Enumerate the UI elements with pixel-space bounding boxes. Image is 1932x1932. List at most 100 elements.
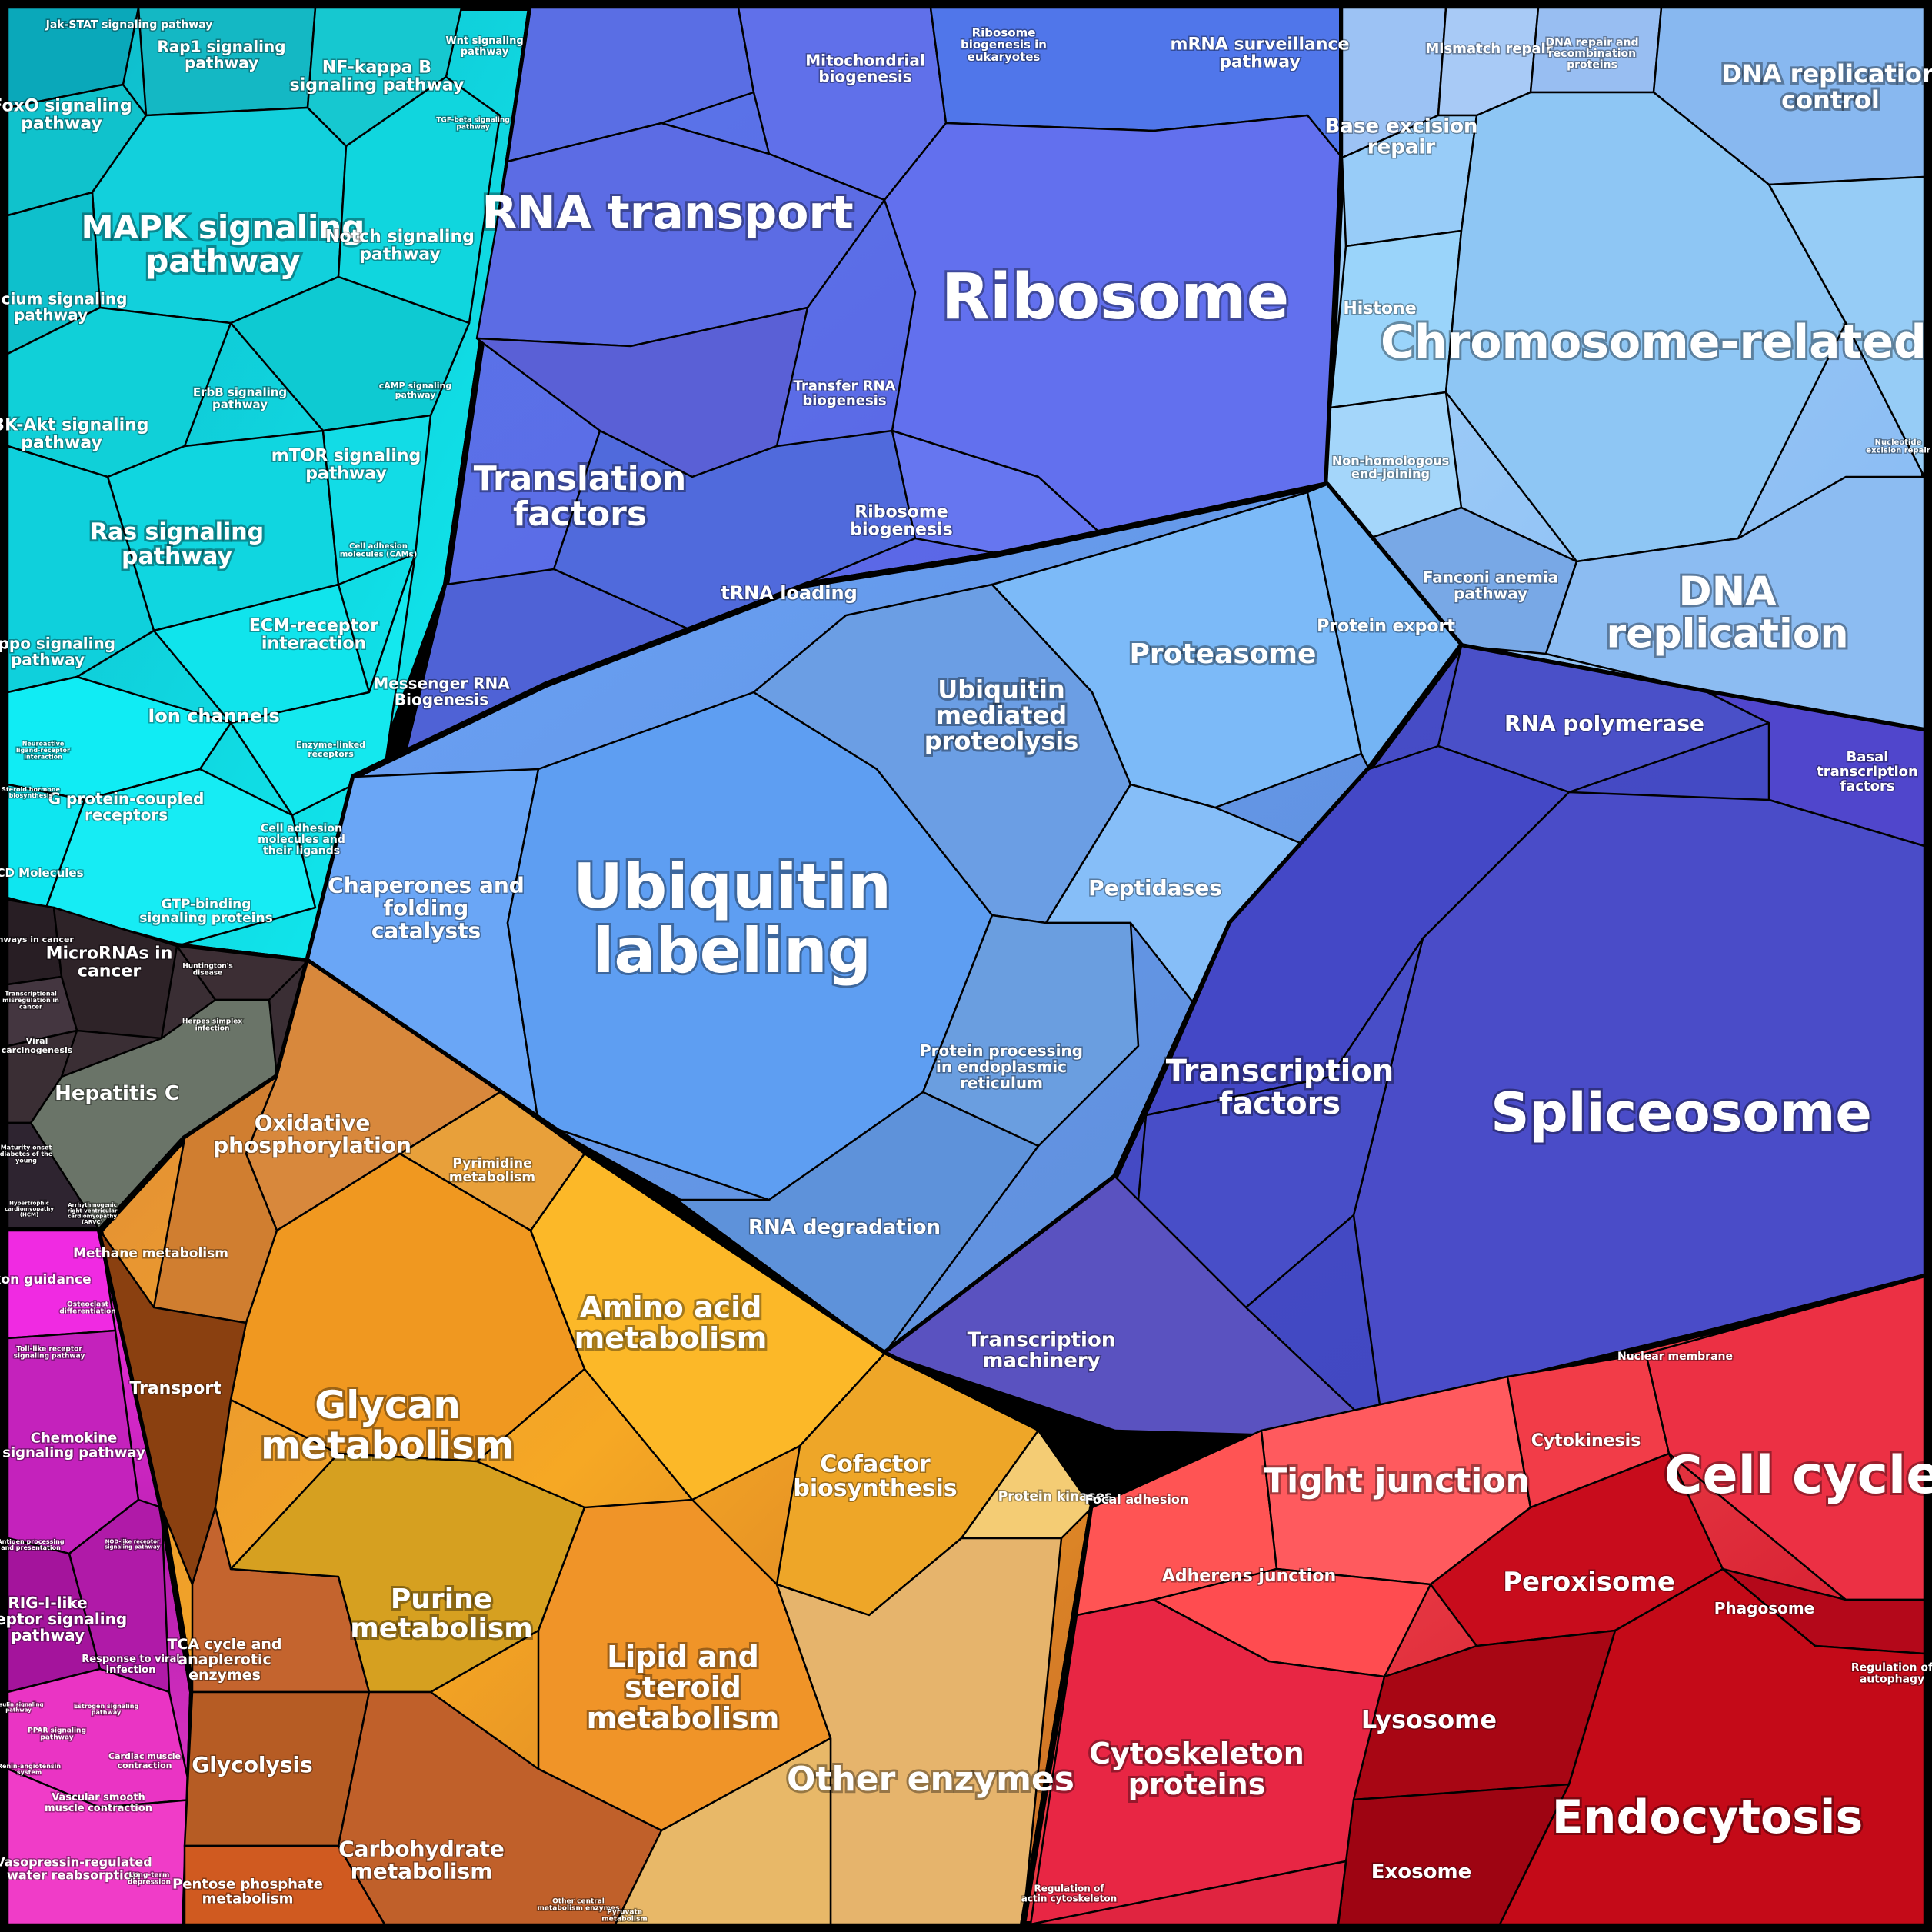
label-reg-autophagy: Regulation of autophagy xyxy=(1851,1662,1932,1686)
label-notch: Notch signaling pathway xyxy=(325,227,475,264)
label-exosome: Exosome xyxy=(1371,1860,1471,1884)
label-carb: Carbohydrate metabolism xyxy=(338,1836,505,1884)
label-cytoskeleton: Cytoskeleton proteins xyxy=(1089,1737,1304,1801)
label-ribosome: Ribosome xyxy=(941,261,1289,334)
label-nod: NOD-like receptor signaling pathway xyxy=(105,1538,161,1550)
region-metabolism xyxy=(97,958,1095,1927)
label-other-central: Other central metabolism enzymes xyxy=(538,1897,620,1912)
label-ras: Ras signaling pathway xyxy=(90,518,264,570)
label-glycan: Glycan metabolism xyxy=(261,1382,515,1467)
label-transport: Transport xyxy=(129,1379,222,1398)
label-camp: cAMP signaling pathway xyxy=(379,381,452,400)
label-enzyme-receptors: Enzyme-linked receptors xyxy=(296,740,365,759)
label-endocytosis: Endocytosis xyxy=(1552,1790,1863,1844)
region-cellular xyxy=(1020,1274,1927,1927)
label-ribo-bio: Ribosome biogenesis xyxy=(850,502,952,539)
label-fanconi: Fanconi anemia pathway xyxy=(1423,568,1558,602)
label-trans-factors: Translation factors xyxy=(474,459,687,534)
label-cell-cycle: Cell cycle xyxy=(1664,1445,1932,1506)
label-focal: Focal adhesion xyxy=(1085,1492,1189,1507)
label-glycolysis: Glycolysis xyxy=(192,1752,312,1777)
label-oxphos: Oxidative phosphorylation xyxy=(213,1110,411,1158)
labels: Jak-STAT signaling pathway Rap1 signalin… xyxy=(0,18,1932,1924)
label-vascular: Vascular smooth muscle contraction xyxy=(45,1792,152,1814)
label-ubi-labeling: Ubiquitin labeling xyxy=(573,851,891,987)
label-pyruvate: Pyruvate metabolism xyxy=(601,1908,647,1923)
label-osteoclast: Osteoclast differentiation xyxy=(59,1301,115,1315)
label-purine: Purine metabolism xyxy=(350,1584,533,1644)
label-lysosome: Lysosome xyxy=(1361,1705,1497,1734)
label-neuroactive: Neuroactive ligand-receptor interaction xyxy=(16,740,70,760)
label-gpcr: G protein-coupled receptors xyxy=(48,789,205,824)
label-histone: Histone xyxy=(1343,299,1416,318)
label-chromosome: Chromosome-related xyxy=(1381,315,1927,369)
label-mismatch: Mismatch repair xyxy=(1425,41,1552,57)
label-tca: TCA cycle and anaplerotic enzymes xyxy=(167,1636,281,1684)
label-vasopressin: Vasopressin-regulated water reabsorption xyxy=(0,1854,152,1882)
label-ner: Nucleotide excision repair xyxy=(1866,438,1930,455)
label-mapk: MAPK signaling pathway xyxy=(82,208,365,279)
label-trna-bio: Transfer RNA biogenesis xyxy=(794,378,896,409)
label-wnt: Wnt signaling pathway xyxy=(445,35,523,58)
label-cell-adhesion: Cell adhesion molecules and their ligands xyxy=(258,822,345,857)
label-mrna-bio: Messenger RNA Biogenesis xyxy=(373,674,510,708)
label-ubi-proteolysis: Ubiquitin mediated proteolysis xyxy=(924,675,1079,755)
label-huntington: Huntington's disease xyxy=(182,962,233,977)
label-cytokinesis: Cytokinesis xyxy=(1531,1431,1641,1451)
label-ppar: PPAR signaling pathway xyxy=(28,1727,86,1741)
label-rap1: Rap1 signaling pathway xyxy=(157,37,285,72)
label-lipid: Lipid and steroid metabolism xyxy=(587,1640,780,1735)
label-foxo: FoxO signaling pathway xyxy=(0,96,132,133)
label-dna-rep: DNA replication xyxy=(1606,569,1848,658)
label-erbb: ErbB signaling pathway xyxy=(193,385,287,411)
label-protein-export: Protein export xyxy=(1317,617,1455,636)
label-adherens: Adherens junction xyxy=(1162,1567,1336,1586)
label-ltd: Long-term depression xyxy=(128,1871,171,1886)
label-estrogen: Estrogen signaling pathway xyxy=(74,1702,139,1715)
region-translation xyxy=(397,5,1345,780)
label-peroxisome: Peroxisome xyxy=(1503,1567,1675,1597)
label-steroid-hormone: Steroid hormone biosynthesis xyxy=(2,785,60,798)
label-mtor: mTOR signaling pathway xyxy=(271,446,421,483)
label-ribo-euk: Ribosome biogenesis in eukaryotes xyxy=(961,25,1047,64)
label-cams: Cell adhesion molecules (CAMs) xyxy=(340,542,417,559)
label-micrornas: MicroRNAs in cancer xyxy=(46,944,173,981)
label-mody: Maturity onset diabetes of the young xyxy=(0,1144,53,1164)
label-rna-pol: RNA polymerase xyxy=(1504,711,1704,736)
label-proteasome: Proteasome xyxy=(1130,638,1317,670)
label-pyrimidine: Pyrimidine metabolism xyxy=(449,1156,535,1185)
label-antigen: Antigen processing and presentation xyxy=(0,1537,65,1551)
label-phagosome: Phagosome xyxy=(1714,1599,1815,1617)
label-protein-kinases: Protein kinases xyxy=(998,1489,1113,1504)
label-chemokine: Chemokine signaling pathway xyxy=(2,1431,145,1461)
label-reg-actin: Regulation of actin cytoskeleton xyxy=(1021,1883,1117,1904)
label-er-processing: Protein processing in endoplasmic reticulu… xyxy=(920,1041,1083,1092)
region-development xyxy=(5,1227,195,1927)
label-ber: Base excision repair xyxy=(1324,115,1477,158)
label-rna-transport: RNA transport xyxy=(481,186,853,240)
label-nhej: Non-homologous end-joining xyxy=(1332,453,1449,481)
region-transcription xyxy=(881,643,1927,1441)
label-viral-carc: Viral carcinogenesis xyxy=(2,1036,73,1055)
label-axon: Axon guidance xyxy=(0,1272,92,1287)
label-spliceosome: Spliceosome xyxy=(1491,1081,1872,1144)
label-cofactor: Cofactor biosynthesis xyxy=(793,1451,957,1502)
label-renin: Renin-angiotensin system xyxy=(0,1762,61,1775)
region-dna xyxy=(1324,5,1927,734)
label-nuclear-membrane: Nuclear membrane xyxy=(1617,1351,1733,1363)
label-tgf: TGF-beta signaling pathway xyxy=(436,116,510,131)
label-ecm: ECM-receptor interaction xyxy=(249,616,378,653)
label-chaperones: Chaperones and folding catalysts xyxy=(328,873,525,944)
label-methane: Methane metabolism xyxy=(73,1246,228,1261)
label-viral-resp: Response to viral infection xyxy=(82,1654,179,1676)
label-jak-stat: Jak-STAT signaling pathway xyxy=(45,19,213,32)
label-dna-rep-ctrl: DNA replication control xyxy=(1721,59,1932,115)
label-mrna-surv: mRNA surveillance pathway xyxy=(1171,35,1350,72)
label-transcriptional-mis: Transcriptional misregulation in cancer xyxy=(2,990,59,1010)
label-cardiac: Cardiac muscle contraction xyxy=(108,1751,181,1770)
label-trans-machinery: Transcription machinery xyxy=(968,1328,1116,1372)
